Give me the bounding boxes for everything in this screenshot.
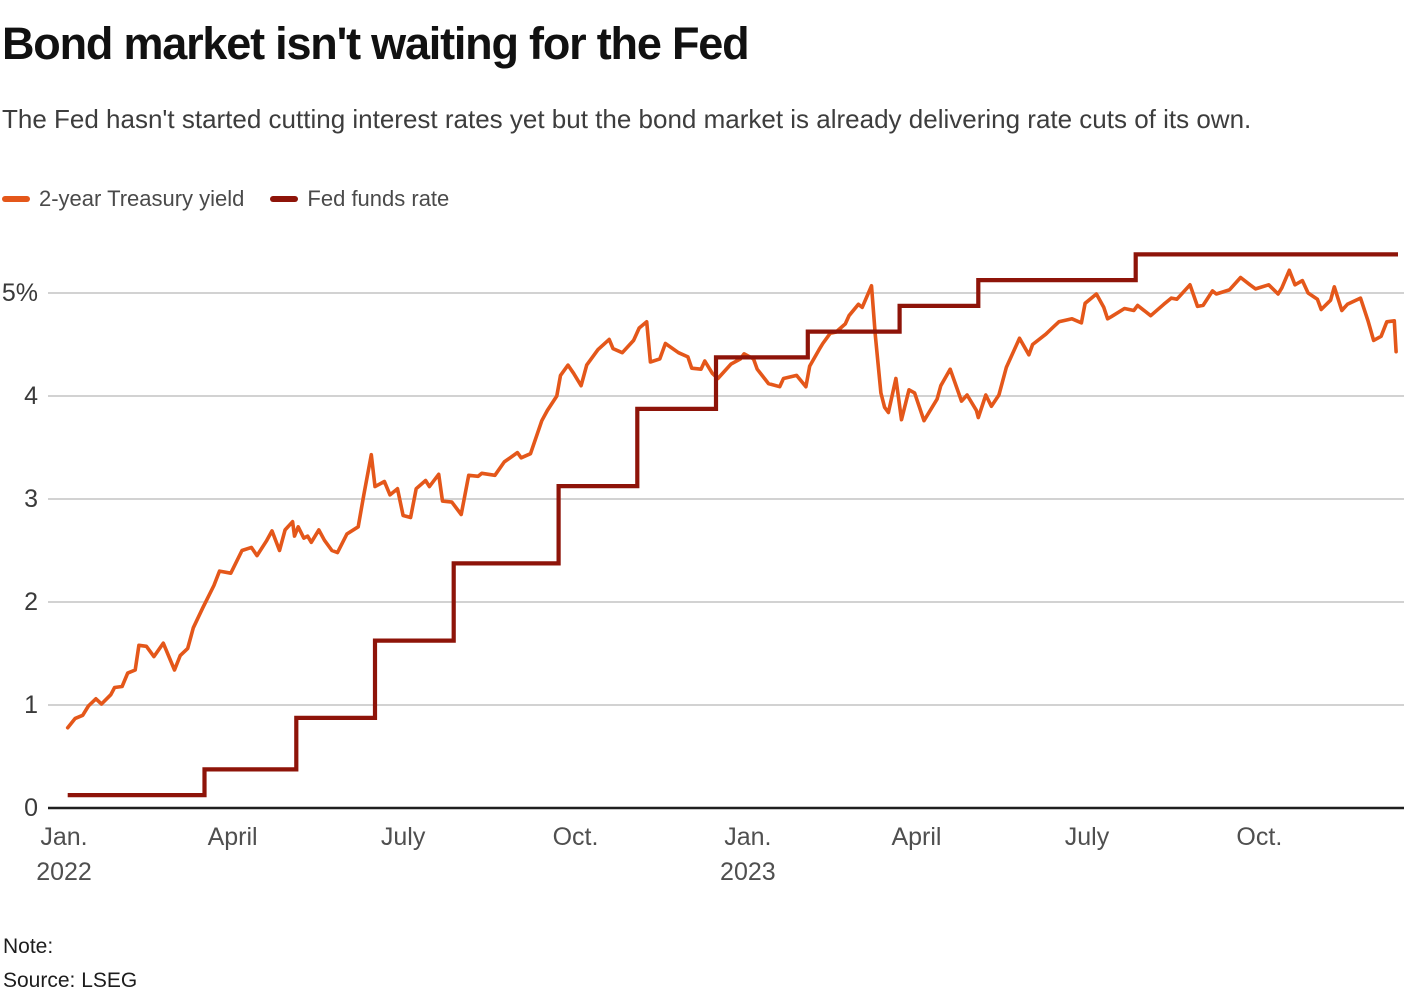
x-axis-tick-month: Jan. (40, 823, 88, 851)
legend-item-2-year-treasury-yield: 2-year Treasury yield (2, 186, 244, 212)
x-axis-tick-month: April (207, 823, 258, 851)
y-axis-tick-label: 4 (24, 382, 38, 410)
y-axis-tick-label: 3 (24, 485, 38, 513)
legend-swatch (2, 196, 30, 202)
chart-title: Bond market isn't waiting for the Fed (2, 18, 750, 69)
source-text: Source: LSEG (3, 969, 138, 992)
x-axis-tick-month: Oct. (1236, 823, 1283, 851)
x-axis-tick-label: April (163, 820, 303, 855)
chart-footer: Note: Source: LSEG (3, 930, 137, 998)
legend-item-fed-funds-rate: Fed funds rate (270, 186, 449, 212)
x-axis-tick-month: Jan. (724, 823, 772, 851)
x-axis-tick-label: Jan. 2023 (678, 820, 818, 890)
y-axis-tick-label: 2 (24, 588, 38, 616)
legend: 2-year Treasury yield Fed funds rate (2, 186, 449, 212)
x-axis-tick-month: Oct. (552, 823, 599, 851)
x-axis-tick-year: 2023 (720, 858, 776, 886)
legend-swatch (270, 196, 299, 202)
legend-label: 2-year Treasury yield (39, 186, 245, 211)
note-text: Note: (3, 935, 54, 958)
y-axis-tick-label: 0 (24, 794, 38, 822)
x-axis-tick-month: July (380, 823, 426, 851)
x-axis-tick-month: April (891, 823, 942, 851)
x-axis-tick-label: Oct. (505, 820, 645, 855)
y-axis-tick-label: 5% (1, 279, 38, 307)
x-axis-tick-label: July (333, 820, 473, 855)
fed-funds-rate-line (67, 252, 1398, 798)
x-axis-tick-label: July (1017, 820, 1157, 855)
y-axis-tick-label: 1 (24, 691, 38, 719)
x-axis-tick-month: July (1064, 823, 1110, 851)
x-axis-tick-label: Oct. (1189, 820, 1329, 855)
chart-subtitle: The Fed hasn't started cutting interest … (2, 104, 1252, 134)
legend-label: Fed funds rate (307, 186, 450, 211)
x-axis-tick-label: April (846, 820, 986, 855)
x-axis-tick-year: 2022 (36, 858, 92, 886)
x-axis-tick-label: Jan. 2022 (0, 820, 134, 890)
